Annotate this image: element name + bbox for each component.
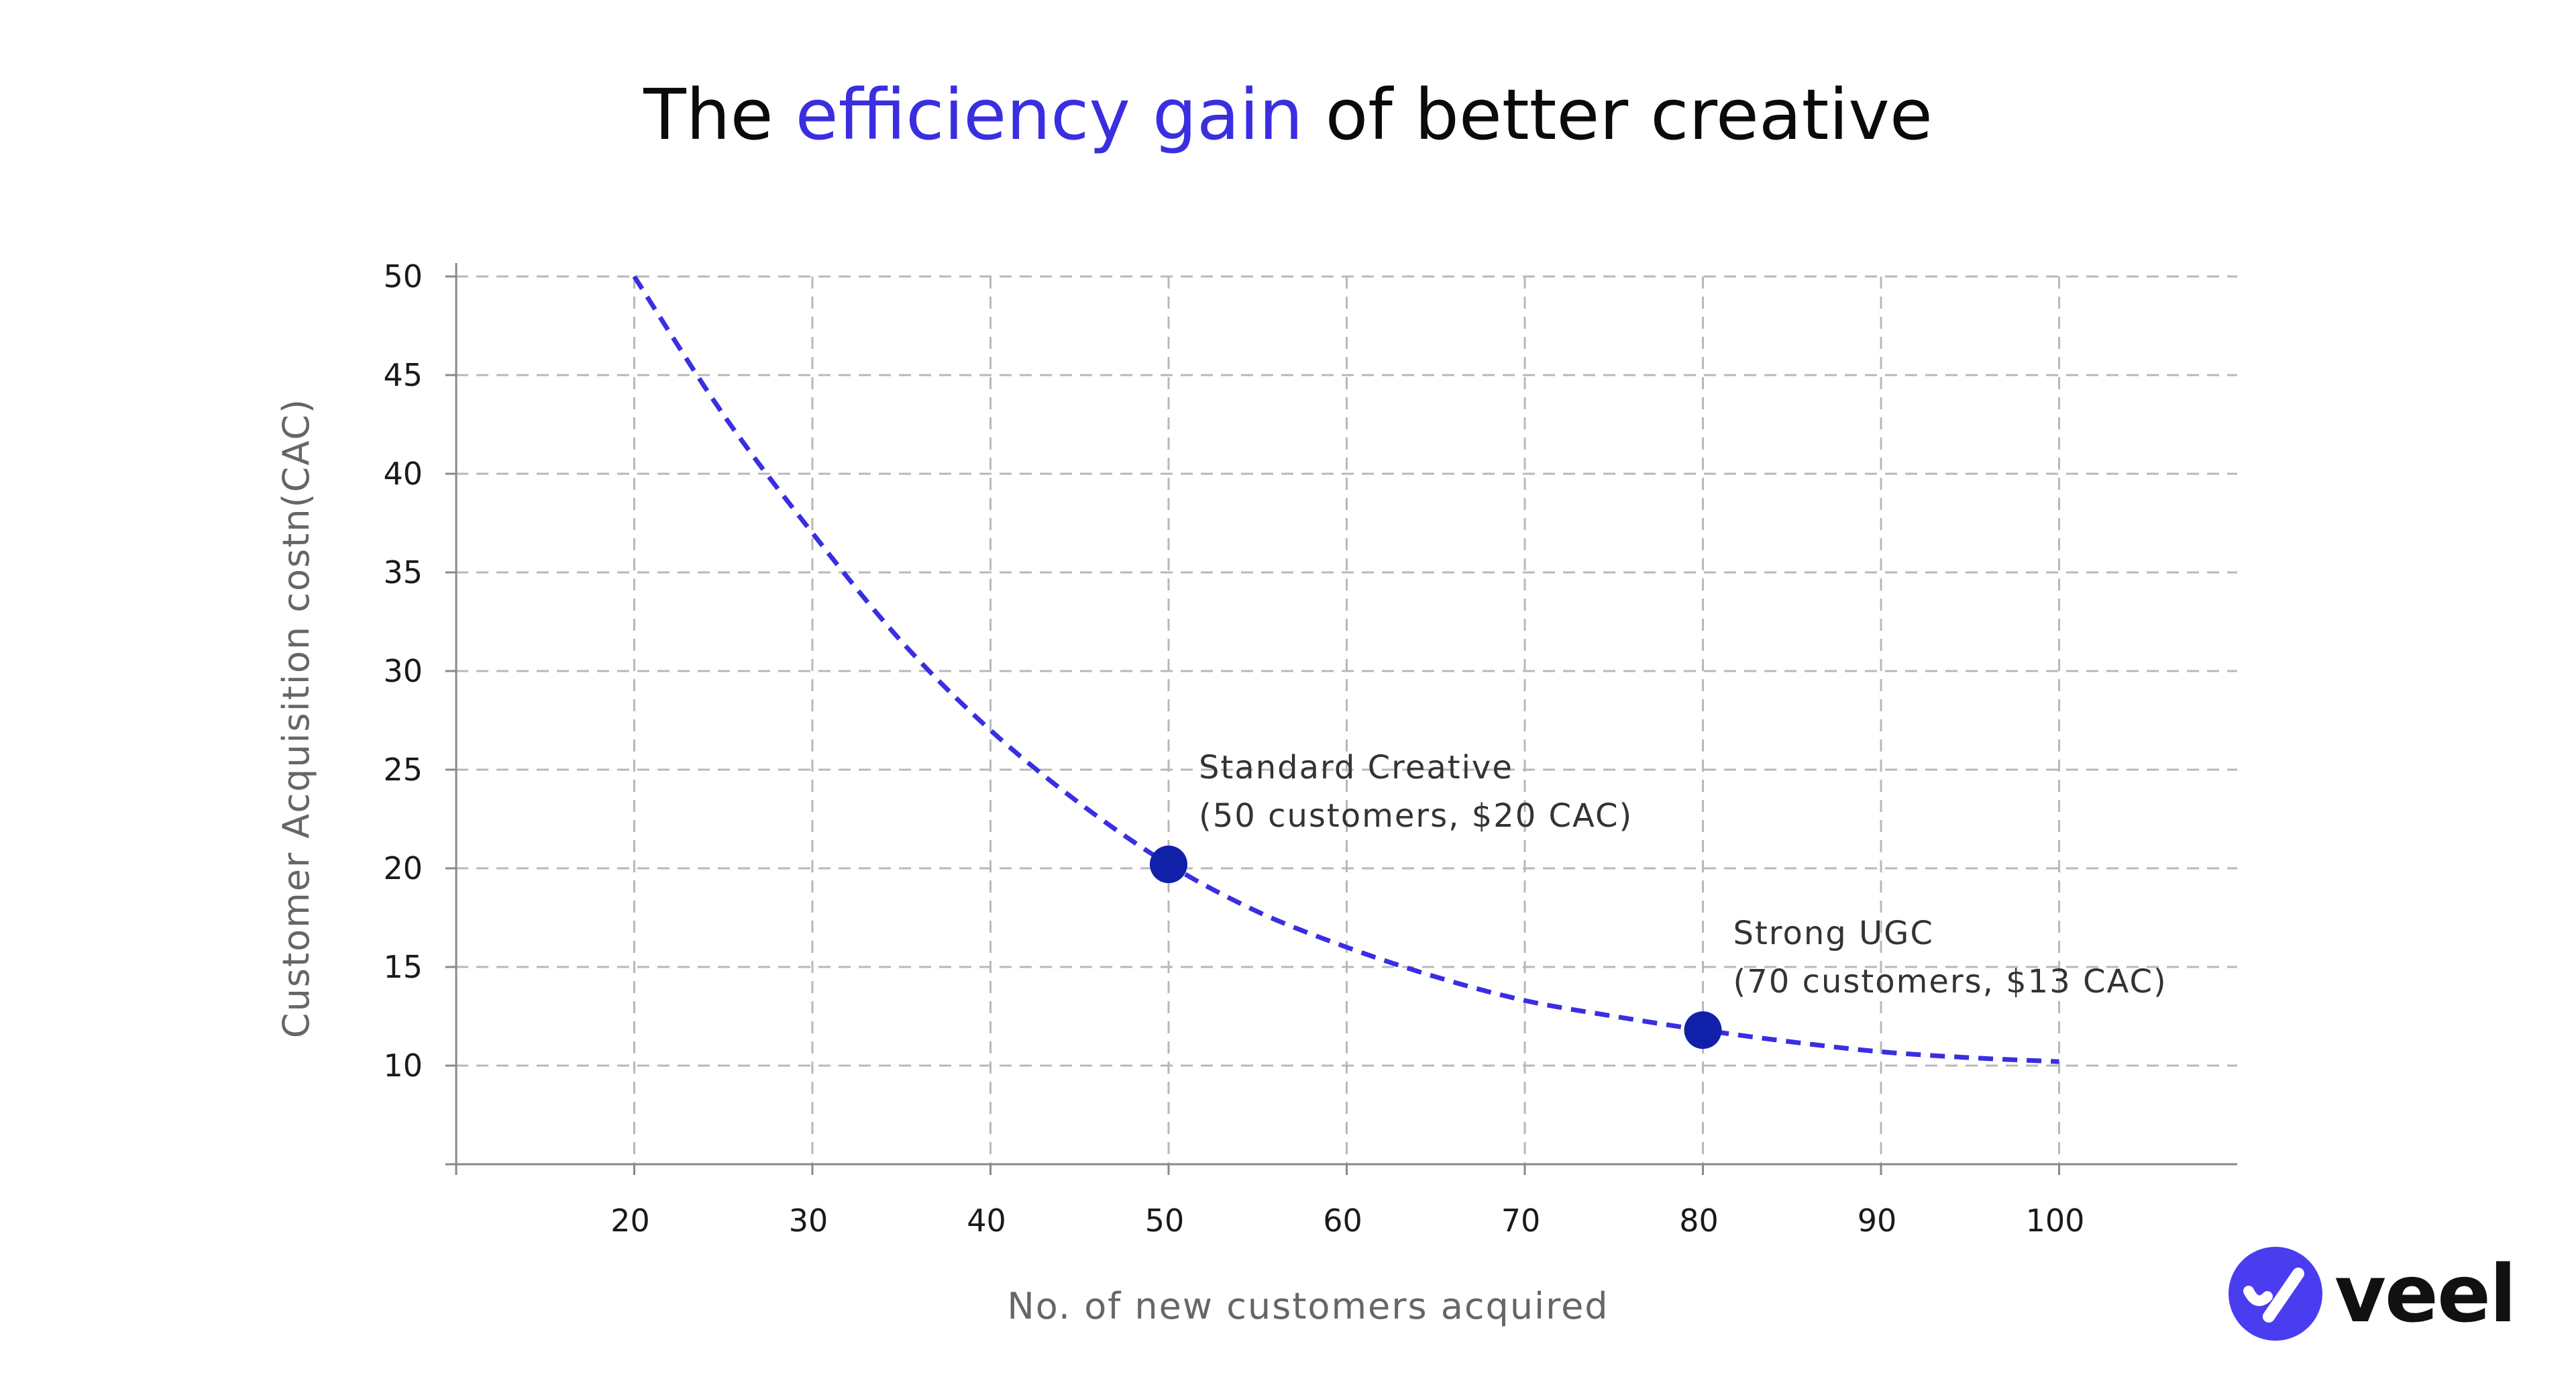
- y-tick-labels: 10 15 20 25 30 35 40 45 50: [383, 258, 423, 1084]
- x-tick-label: 90: [1858, 1202, 1897, 1239]
- title-after: of better creative: [1303, 74, 1933, 156]
- annotation-sublabel: (50 customers, $20 CAC): [1199, 797, 1633, 835]
- y-tick-label: 50: [383, 258, 423, 295]
- cac-curve: [632, 275, 2059, 1064]
- x-tick-label: 60: [1323, 1202, 1362, 1239]
- annotations: Standard Creative (50 customers, $20 CAC)…: [1199, 749, 2167, 1001]
- logo-text: veel: [2334, 1247, 2516, 1340]
- y-tick-label: 25: [383, 752, 423, 788]
- veel-logo-icon: [2229, 1247, 2322, 1341]
- y-tick-label: 20: [383, 850, 423, 886]
- highlight-point: [1150, 846, 1187, 884]
- y-tick-label: 30: [383, 653, 423, 689]
- x-tick-label: 70: [1501, 1202, 1541, 1239]
- y-tick-label: 35: [383, 554, 423, 591]
- x-tick-label: 80: [1679, 1202, 1719, 1239]
- series-group: [632, 275, 2059, 1064]
- annotation-label: Strong UGC: [1733, 915, 1934, 952]
- x-tick-label: 20: [610, 1202, 650, 1239]
- y-axis-title: Customer Acquisition costn(CAC): [275, 398, 317, 1038]
- title-before: The: [643, 74, 796, 156]
- y-tick-label: 45: [383, 357, 423, 393]
- y-tick-label: 15: [383, 949, 423, 985]
- y-tick-label: 40: [383, 456, 423, 492]
- x-tick-label: 40: [967, 1202, 1006, 1239]
- highlight-points: [1150, 846, 1722, 1049]
- x-tick-label: 30: [789, 1202, 828, 1239]
- grid: [456, 275, 2237, 1164]
- annotation-sublabel: (70 customers, $13 CAC): [1733, 963, 2167, 1001]
- x-tick-labels: 20 30 40 50 60 70 80 90 100: [610, 1202, 2084, 1239]
- brand-logo: veel: [2229, 1247, 2516, 1347]
- highlight-point: [1684, 1011, 1722, 1049]
- annotation-label: Standard Creative: [1199, 749, 1513, 786]
- chart-title: The efficiency gain of better creative: [0, 74, 2576, 156]
- x-axis-title: No. of new customers acquired: [1007, 1285, 1609, 1327]
- x-tick-label: 100: [2026, 1202, 2085, 1239]
- y-tick-label: 10: [383, 1047, 423, 1084]
- logo-mark-glyph: [2243, 1268, 2304, 1323]
- axes: [445, 263, 2237, 1175]
- x-tick-label: 50: [1145, 1202, 1185, 1239]
- title-accent: efficiency gain: [795, 74, 1303, 156]
